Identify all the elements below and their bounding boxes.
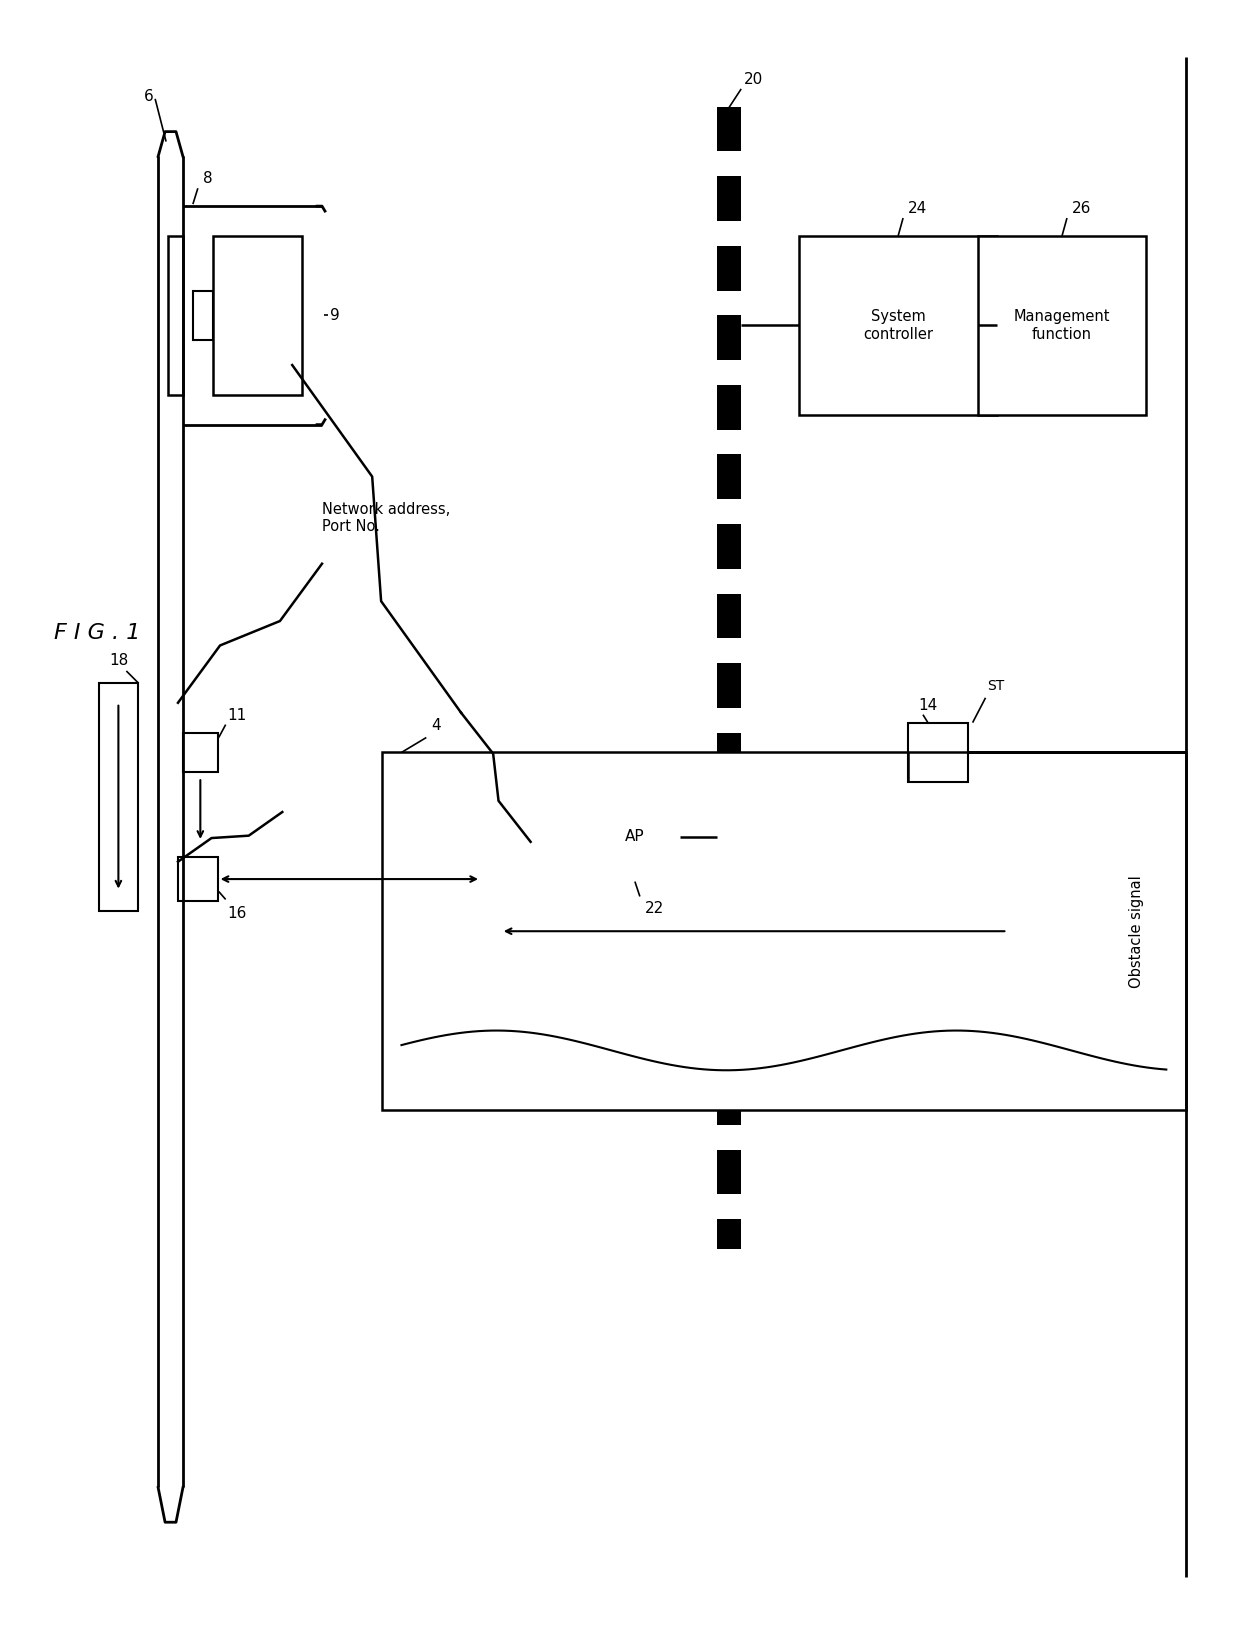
- Text: 9: 9: [330, 308, 340, 323]
- Bar: [718, 594, 742, 638]
- Bar: [718, 871, 742, 916]
- Bar: [718, 801, 742, 847]
- Bar: [193, 290, 213, 339]
- Text: 26: 26: [1071, 201, 1091, 215]
- Text: 24: 24: [908, 201, 928, 215]
- Bar: [718, 106, 742, 152]
- Text: 4: 4: [432, 718, 441, 733]
- Text: System
controller: System controller: [863, 308, 934, 341]
- Bar: [718, 246, 742, 290]
- Bar: [718, 1219, 742, 1248]
- Text: Management
function: Management function: [1014, 308, 1110, 341]
- Text: 6: 6: [144, 90, 154, 104]
- Bar: [718, 176, 742, 220]
- Text: 22: 22: [645, 901, 665, 917]
- Bar: [718, 385, 742, 429]
- Bar: [718, 1080, 742, 1124]
- Bar: [908, 723, 967, 782]
- Text: F I G . 1: F I G . 1: [53, 623, 140, 643]
- Bar: [718, 454, 742, 499]
- Bar: [179, 857, 218, 901]
- Text: 14: 14: [918, 698, 937, 713]
- Bar: [718, 1010, 742, 1056]
- Text: 8: 8: [203, 171, 212, 186]
- Bar: [718, 1149, 742, 1195]
- Bar: [382, 752, 1187, 1110]
- Bar: [184, 733, 218, 772]
- Text: 16: 16: [228, 906, 247, 922]
- Bar: [98, 682, 138, 911]
- Bar: [977, 237, 1147, 415]
- Text: 11: 11: [228, 708, 247, 723]
- Bar: [718, 315, 742, 361]
- Bar: [213, 237, 303, 395]
- Bar: [169, 237, 184, 395]
- Bar: [590, 792, 680, 881]
- Text: Obstacle signal: Obstacle signal: [1128, 875, 1145, 987]
- Text: ST: ST: [987, 679, 1004, 694]
- Bar: [799, 237, 997, 415]
- Text: 20: 20: [744, 72, 764, 86]
- Bar: [718, 942, 742, 986]
- Bar: [718, 524, 742, 568]
- Bar: [718, 733, 742, 777]
- Text: 18: 18: [109, 653, 128, 667]
- Bar: [718, 663, 742, 708]
- Text: Network address,
Port No.: Network address, Port No.: [322, 501, 450, 534]
- Text: AP: AP: [625, 829, 645, 844]
